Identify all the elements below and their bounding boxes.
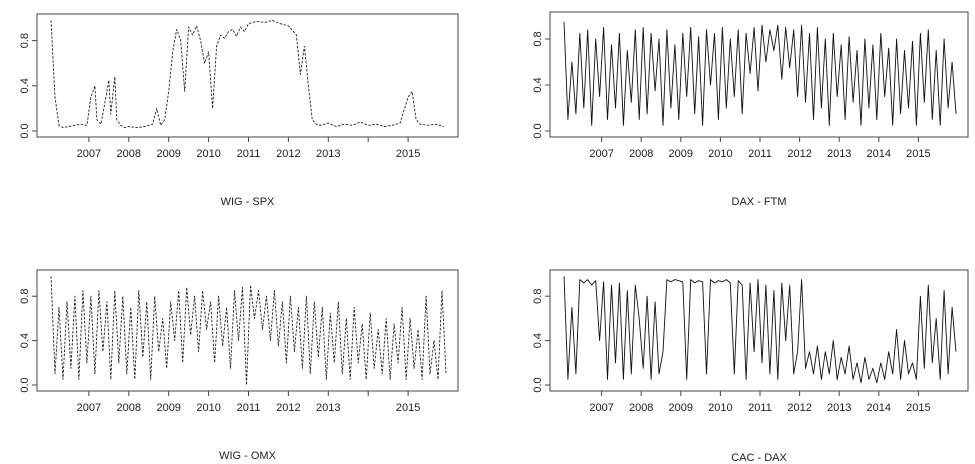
x-tick-label: 2012: [276, 402, 300, 414]
chart-title: DAX - FTM: [732, 196, 787, 208]
x-tick-label: 2010: [196, 148, 220, 160]
x-tick-label: 2013: [316, 148, 340, 160]
plot-frame: [36, 13, 459, 138]
x-tick-label: 2015: [906, 148, 930, 160]
plot-frame: [549, 269, 969, 392]
chart-panel-3: 0.0 0.4 0.8 2007 2008 2009 2010 2011 2012 2013 201…: [19, 269, 459, 462]
x-tick-label: 2013: [827, 402, 851, 414]
x-tick-label: 2014: [867, 148, 891, 160]
chart-title: CAC - DAX: [731, 452, 787, 464]
series-line: [50, 276, 447, 386]
x-tick-label: 2015: [396, 402, 420, 414]
x-tick-label: 2011: [237, 148, 261, 160]
x-tick-label: 2012: [787, 402, 811, 414]
x-tick-label: 2010: [708, 148, 732, 160]
chart-title: WIG - OMX: [219, 450, 276, 462]
x-tick-label: 2008: [629, 148, 653, 160]
series-line: [563, 276, 957, 384]
plot-frame: [549, 11, 969, 138]
x-tick-label: 2011: [748, 148, 772, 160]
y-tick-label: 0.4: [532, 77, 544, 92]
y-tick-label: 0.8: [19, 33, 31, 48]
x-tick-label: 2008: [629, 402, 653, 414]
x-tick-label: 2009: [156, 148, 180, 160]
y-tick-label: 0.8: [532, 289, 544, 304]
x-tick-label: 2009: [669, 148, 693, 160]
x-tick-label: 2007: [77, 148, 101, 160]
series-line: [50, 19, 445, 129]
chart-panel-2: 0.0 0.4 0.8 2007 2008 2009 2010 2011 2012 2013 201…: [532, 11, 969, 208]
x-tick-label: 2013: [827, 148, 851, 160]
y-tick-label: 0.0: [19, 377, 31, 392]
y-tick-label: 0.4: [19, 333, 31, 348]
series-line: [563, 21, 957, 126]
x-tick-label: 2014: [867, 402, 891, 414]
x-tick-label: 2008: [117, 148, 141, 160]
x-tick-label: 2015: [396, 148, 420, 160]
x-tick-label: 2007: [589, 402, 613, 414]
y-tick-label: 0.0: [532, 377, 544, 392]
x-tick-label: 2015: [906, 402, 930, 414]
y-tick-label: 0.8: [19, 289, 31, 304]
x-tick-label: 2011: [748, 402, 772, 414]
x-tick-label: 2007: [77, 402, 101, 414]
x-tick-label: 2013: [316, 402, 340, 414]
y-tick-label: 0.4: [19, 78, 31, 93]
y-tick-label: 0.0: [532, 123, 544, 138]
y-tick-label: 0.4: [532, 333, 544, 348]
x-tick-label: 2010: [196, 402, 220, 414]
x-tick-label: 2008: [117, 402, 141, 414]
x-tick-label: 2010: [708, 402, 732, 414]
y-tick-label: 0.8: [532, 31, 544, 46]
y-tick-label: 0.0: [19, 123, 31, 138]
plot-frame: [36, 269, 459, 392]
x-tick-label: 2009: [156, 402, 180, 414]
chart-panel-4: 0.0 0.4 0.8 2007 2008 2009 2010 2011 2012 2013 201…: [532, 269, 969, 464]
x-tick-label: 2009: [669, 402, 693, 414]
chart-panel-1: 0.0 0.4 0.8 2007 2008 2009 2010 2011 2012 2013 201…: [19, 13, 459, 208]
x-tick-label: 2012: [276, 148, 300, 160]
x-tick-label: 2011: [237, 402, 261, 414]
x-tick-label: 2012: [787, 148, 811, 160]
x-tick-label: 2007: [589, 148, 613, 160]
chart-title: WIG - SPX: [221, 196, 275, 208]
